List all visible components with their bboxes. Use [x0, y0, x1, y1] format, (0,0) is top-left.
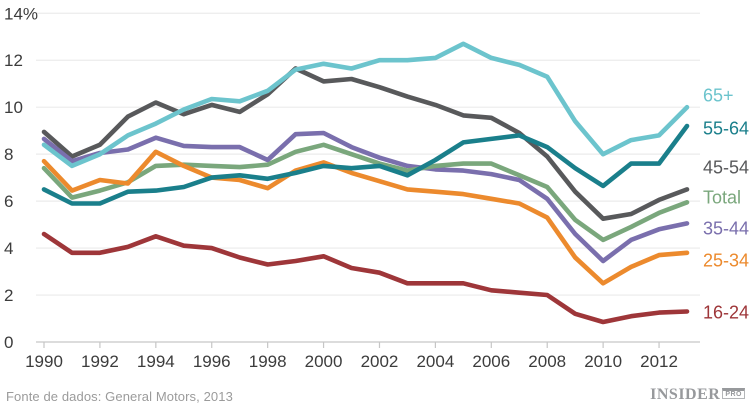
- x-tick-label-1996: 1996: [193, 352, 231, 371]
- x-tick-label-2004: 2004: [416, 352, 454, 371]
- y-tick-label-8: 8: [4, 145, 13, 164]
- series-label-16-24: 16-24: [703, 303, 749, 323]
- x-tick-label-2002: 2002: [361, 352, 399, 371]
- x-tick-label-1998: 1998: [249, 352, 287, 371]
- y-tick-label-14: 14%: [4, 4, 38, 23]
- series-line-45-54: [41, 66, 690, 221]
- series-label-35-44: 35-44: [703, 219, 749, 239]
- x-tick-label-2012: 2012: [640, 352, 678, 371]
- x-tick-label-1990: 1990: [25, 352, 63, 371]
- series-label-Total: Total: [703, 188, 741, 208]
- y-tick-label-12: 12: [4, 51, 23, 70]
- series-label-55-64: 55-64: [703, 119, 749, 139]
- series-label-65+: 65+: [703, 86, 734, 106]
- series-line-55-64: [41, 123, 690, 206]
- x-tick-label-1994: 1994: [137, 352, 175, 371]
- y-tick-label-4: 4: [4, 239, 13, 258]
- data-source-note: Fonte de dados: General Motors, 2013: [6, 389, 233, 404]
- logo-pro-badge: PRO: [722, 388, 745, 399]
- y-tick-label-0: 0: [4, 333, 13, 352]
- series-line-25-34: [41, 149, 690, 286]
- series-label-25-34: 25-34: [703, 251, 749, 271]
- series-line-65+: [41, 41, 690, 169]
- y-tick-label-10: 10: [4, 98, 23, 117]
- x-tick-label-2006: 2006: [472, 352, 510, 371]
- series-line-35-44: [41, 130, 690, 264]
- x-tick-label-2010: 2010: [584, 352, 622, 371]
- series-line-Total: [41, 142, 690, 243]
- x-tick-label-1992: 1992: [81, 352, 119, 371]
- y-tick-label-2: 2: [4, 286, 13, 305]
- x-tick-label-2000: 2000: [305, 352, 343, 371]
- logo-insider-text: INSIDER: [650, 386, 721, 403]
- series-label-45-54: 45-54: [703, 158, 749, 178]
- x-tick-label-2008: 2008: [528, 352, 566, 371]
- y-tick-label-6: 6: [4, 192, 13, 211]
- series-line-16-24: [41, 231, 690, 325]
- insider-pro-logo: INSIDER PRO: [650, 386, 745, 404]
